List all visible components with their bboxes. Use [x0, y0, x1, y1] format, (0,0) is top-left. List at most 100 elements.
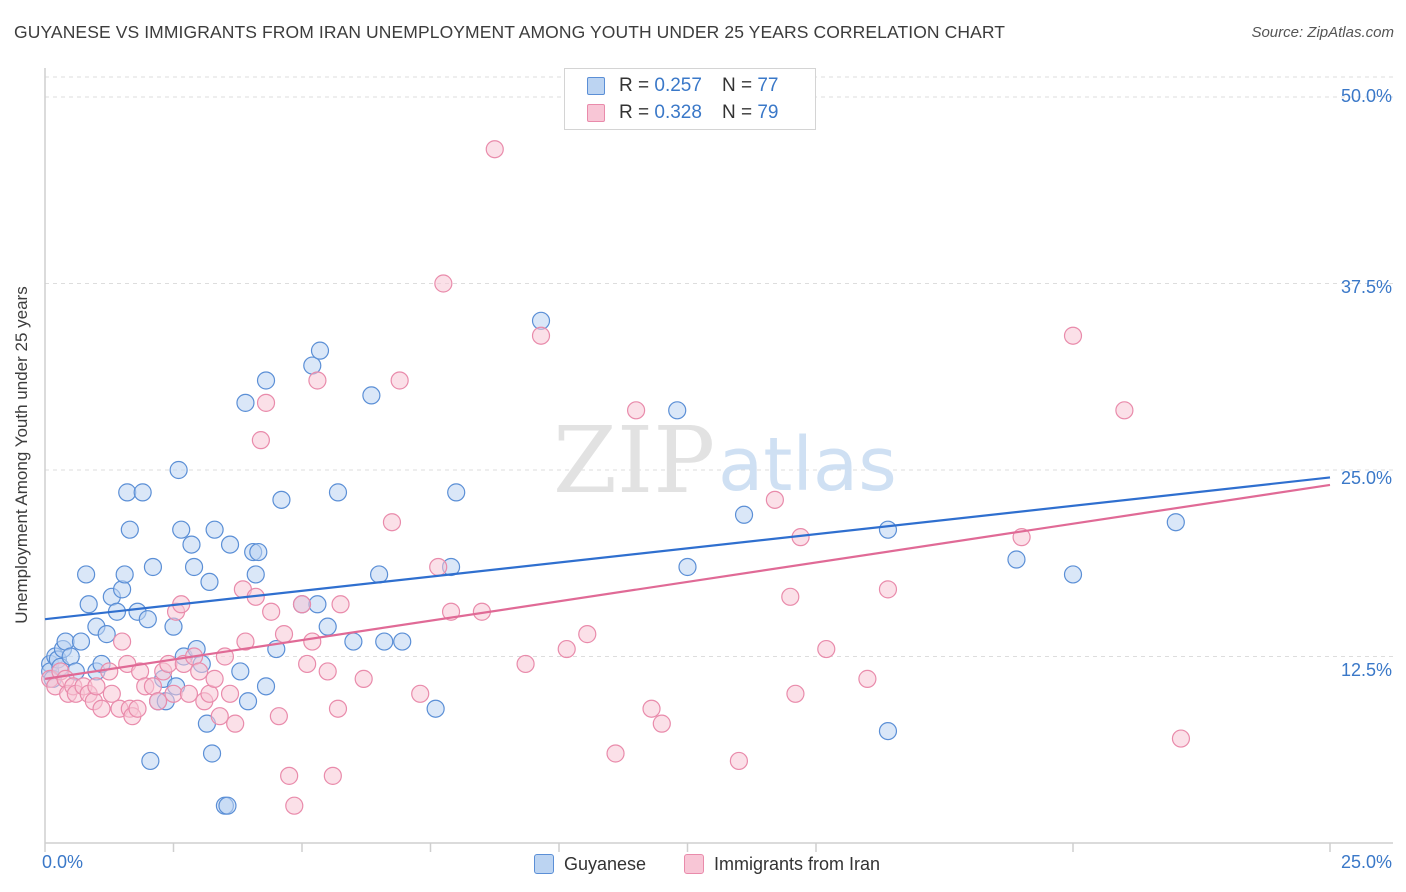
guyanese-point: [143, 557, 163, 577]
iran-point: [1171, 729, 1191, 748]
guyanese-points: [41, 311, 1185, 815]
iran-point: [236, 632, 255, 651]
guyanese-point: [668, 401, 687, 420]
legend-r-label: R =: [619, 75, 650, 96]
legend-n-label: N =: [721, 75, 753, 96]
iran-point: [429, 557, 448, 577]
legend-swatch-guyanese: [587, 77, 605, 95]
legend-r-value: 0.328: [654, 102, 702, 123]
iran-point: [765, 490, 784, 509]
iran-point: [262, 602, 281, 621]
iran-point: [226, 714, 245, 733]
bottom-legend-guyanese: Guyanese: [534, 852, 646, 876]
guyanese-point: [97, 625, 116, 644]
iran-point: [159, 654, 178, 674]
iran-point: [390, 371, 409, 390]
iran-point: [292, 595, 312, 614]
iran-point: [303, 632, 322, 651]
y-tick-label: 50.0%: [1340, 86, 1392, 106]
guyanese-point: [115, 565, 134, 584]
guyanese-point: [236, 393, 255, 412]
guyanese-point: [362, 386, 381, 405]
legend-n-value: 79: [757, 102, 779, 123]
iran-point: [382, 513, 402, 532]
iran-point: [280, 766, 299, 785]
iran-point: [251, 431, 270, 450]
axes: [44, 68, 1393, 852]
bottom-legend-label: Immigrants from Iran: [714, 853, 881, 874]
iran-point: [328, 699, 348, 718]
guyanese-point: [164, 617, 183, 636]
legend-n-label: N =: [721, 102, 753, 123]
guyanese-point: [272, 490, 291, 509]
guyanese-point: [878, 721, 898, 741]
iran-point: [256, 393, 276, 412]
iran-point: [786, 684, 805, 703]
iran-point: [485, 140, 504, 159]
legend-row-guyanese: R = 0.257 N = 77: [587, 75, 778, 97]
guyanese-point: [169, 460, 188, 480]
iran-point: [531, 326, 551, 345]
iran-point: [205, 669, 224, 688]
iran-point: [858, 669, 877, 688]
guyanese-point: [118, 483, 137, 502]
trend-lines: [44, 476, 1331, 680]
guyanese-point: [310, 341, 330, 360]
iran-point: [781, 587, 800, 606]
watermark-zip: ZIP: [553, 407, 715, 514]
iran-point: [128, 699, 147, 718]
guyanese-point: [734, 505, 754, 524]
iran-point: [878, 580, 898, 599]
source-label: Source: ZipAtlas.com: [1251, 24, 1394, 41]
iran-point: [92, 699, 111, 718]
legend-n-value: 77: [757, 75, 779, 96]
guyanese-point: [238, 692, 258, 711]
y-tick-label: 12.5%: [1340, 660, 1392, 680]
iran-points: [41, 140, 1191, 815]
bottom-legend-swatch-guyanese: [534, 854, 554, 874]
guyanese-point: [71, 632, 91, 651]
guyanese-point: [375, 632, 394, 651]
guyanese-point: [678, 557, 697, 577]
guyanese-point: [1007, 550, 1026, 569]
guyanese-point: [112, 580, 132, 599]
guyanese-point: [202, 744, 222, 763]
iran-point: [190, 662, 209, 681]
guyanese-point: [77, 565, 96, 584]
correlation-legend: R = 0.257 N = 77 R = 0.328 N = 79: [564, 68, 816, 130]
iran-point: [411, 684, 430, 703]
iran-point: [285, 796, 304, 815]
guyanese-point: [133, 483, 152, 502]
legend-swatch-iran: [587, 104, 605, 122]
guyanese-point: [231, 662, 250, 681]
guyanese-point: [1166, 513, 1185, 532]
legend-row-iran: R = 0.328 N = 79: [587, 102, 778, 124]
guyanese-point: [256, 677, 276, 696]
legend-r-label: R =: [619, 102, 650, 123]
iran-point: [102, 684, 121, 703]
guyanese-point: [205, 520, 224, 539]
guyanese-point: [308, 595, 327, 614]
guyanese-point: [426, 699, 445, 718]
guyanese-point: [447, 483, 466, 502]
iran-point: [164, 684, 183, 703]
iran-point: [606, 744, 625, 763]
iran-point: [626, 401, 646, 420]
guyanese-point: [79, 595, 98, 614]
bottom-legend-swatch-iran: [684, 854, 704, 874]
iran-point: [318, 662, 337, 681]
guyanese-point: [141, 751, 160, 771]
grid-lines: [45, 76, 1393, 657]
guyanese-point: [246, 565, 265, 584]
iran-point: [220, 684, 240, 703]
guyanese-point: [182, 535, 201, 554]
iran-point: [652, 714, 671, 733]
iran-point: [516, 654, 535, 674]
chart-title: GUYANESE VS IMMIGRANTS FROM IRAN UNEMPLO…: [14, 22, 1006, 42]
iran-point: [210, 707, 229, 726]
iran-point: [354, 669, 373, 688]
iran-point: [434, 274, 453, 293]
iran-point: [1115, 401, 1134, 420]
guyanese-point: [218, 796, 237, 815]
iran-point: [729, 751, 749, 771]
